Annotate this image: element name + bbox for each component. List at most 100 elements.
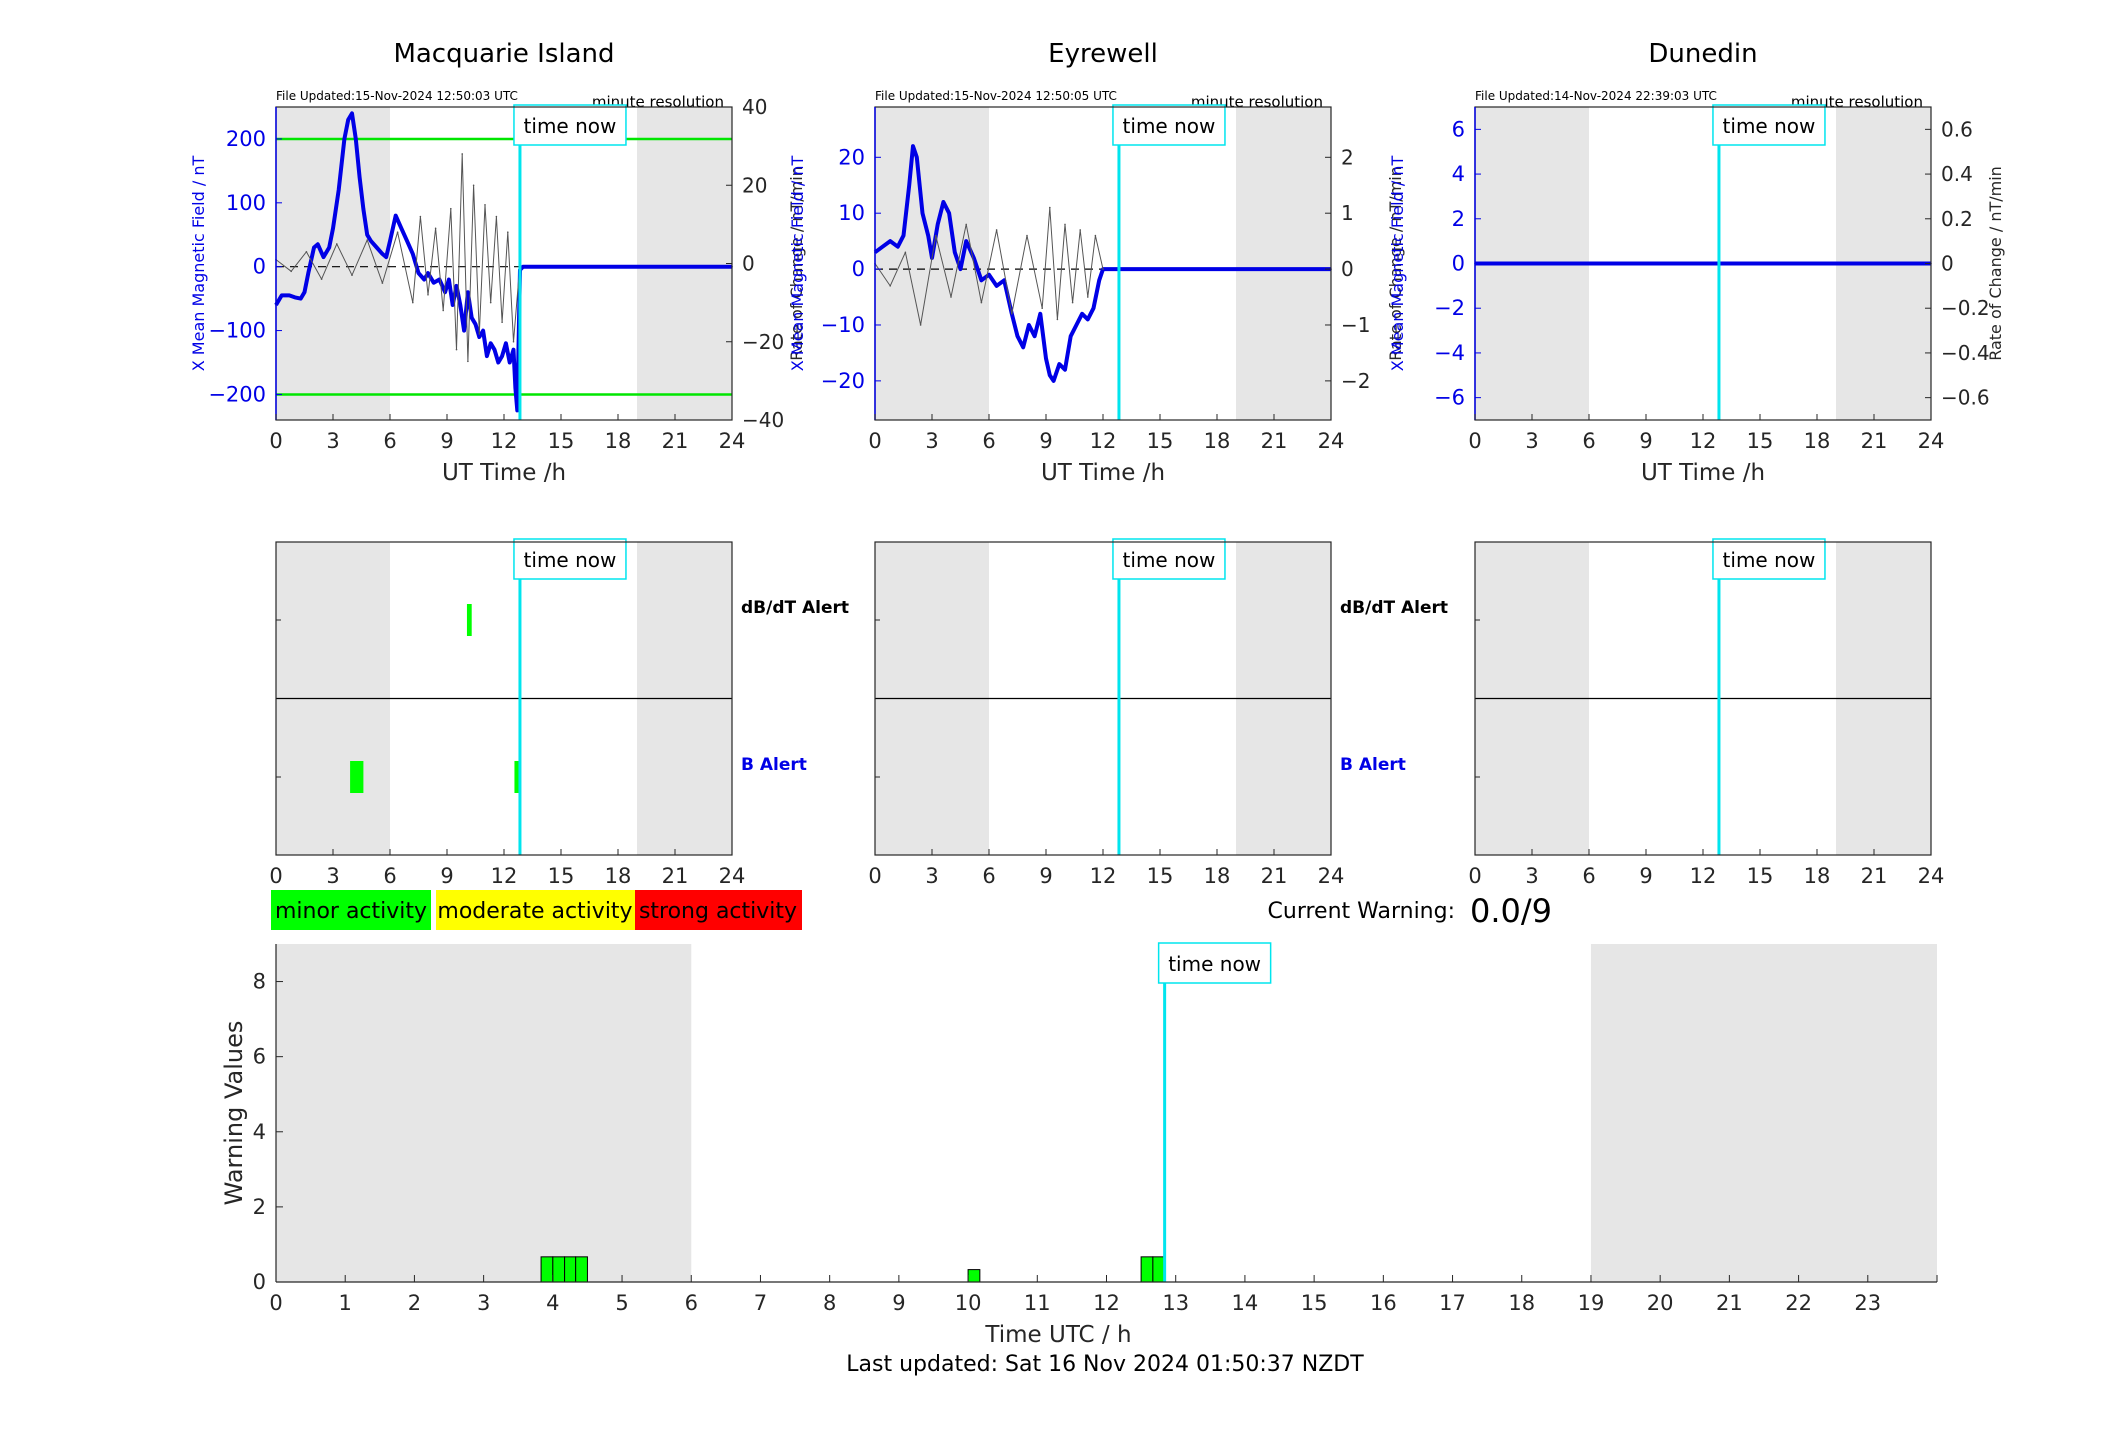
field-point	[489, 342, 492, 345]
x-tick-label: 24	[1318, 864, 1345, 888]
rate-point	[1087, 296, 1089, 298]
field-point	[505, 342, 507, 345]
field-point	[1033, 335, 1036, 337]
field-point	[366, 233, 369, 236]
field-point	[973, 257, 975, 259]
field-point	[459, 304, 462, 306]
x-tick-label: 3	[925, 864, 938, 888]
x-tick-label: 15	[1301, 1291, 1328, 1315]
rate-point	[290, 270, 293, 273]
x-tick-label: 14	[1232, 1291, 1259, 1315]
y2-tick-label: 2	[1341, 145, 1354, 169]
field-point	[897, 245, 899, 248]
rate-point	[461, 153, 464, 155]
warning-bar	[1140, 1256, 1154, 1283]
rate-of-change-line	[874, 207, 1104, 326]
y-tick-label: 4	[253, 1120, 266, 1144]
field-point	[317, 243, 319, 246]
x-tick-label: 17	[1439, 1291, 1466, 1315]
y-tick-label: 2	[253, 1195, 266, 1219]
field-point	[512, 348, 515, 351]
y2-tick-label: 0	[742, 252, 755, 276]
y2-tick-label: 0.2	[1941, 207, 1973, 231]
y-tick-label: 6	[253, 1045, 266, 1069]
rate-point	[980, 301, 983, 304]
x-axis-label: UT Time /h	[1041, 460, 1165, 486]
rate-point	[455, 348, 458, 351]
left-axis-label: X Mean Magnetic Field / nT	[788, 156, 807, 372]
x-tick-label: 15	[548, 864, 575, 888]
field-point	[381, 253, 384, 255]
legend-strong-swatch	[635, 890, 802, 930]
x-tick-label: 21	[1861, 429, 1888, 453]
y-tick-label: 8	[253, 970, 266, 994]
night-shading	[1590, 944, 1937, 1282]
legend-moderate-label: moderate activity	[437, 899, 632, 924]
activity-legend: minor activity moderate activity strong …	[271, 890, 802, 930]
y-tick-label: 100	[226, 191, 266, 215]
x-tick-label: 9	[440, 429, 453, 453]
rate-point	[351, 274, 353, 277]
field-point	[1003, 279, 1005, 282]
field-point	[965, 240, 967, 242]
field-point	[351, 112, 353, 115]
y2-tick-label: −40	[742, 408, 784, 432]
field-point	[1049, 374, 1051, 377]
field-point	[501, 355, 503, 357]
rate-point	[484, 204, 486, 206]
x-tick-label: 9	[1639, 429, 1652, 453]
b-alert-label: B Alert	[741, 755, 807, 775]
y-tick-label: −6	[1434, 386, 1465, 410]
rate-point	[904, 251, 907, 254]
x-tick-label: 7	[754, 1291, 767, 1315]
field-point	[1052, 380, 1055, 382]
alert-panel: time now 0 3 6 9 12 15 18 21 24 dB/dT Alert B Alert	[269, 538, 849, 888]
time-now-label: time now	[1723, 114, 1816, 138]
x-tick-label: 15	[1747, 429, 1774, 453]
file-updated-label: File Updated:14-Nov-2024 22:39:03 UTC	[1475, 89, 1717, 103]
x-axis-label: UT Time /h	[1641, 460, 1765, 486]
field-point	[375, 246, 378, 249]
x-tick-label: 6	[383, 864, 396, 888]
rate-point	[381, 282, 384, 284]
y2-tick-label: −20	[742, 330, 784, 354]
x-tick-label: 3	[326, 429, 339, 453]
field-point	[1069, 335, 1072, 337]
x-tick-label: 20	[1647, 1291, 1674, 1315]
y2-tick-label: 0.6	[1941, 117, 1973, 141]
field-point	[486, 355, 488, 357]
field-point	[337, 189, 340, 191]
rate-point	[472, 184, 475, 187]
rate-point	[1094, 234, 1097, 237]
warning-bar	[564, 1256, 577, 1283]
field-point	[927, 234, 929, 237]
field-point	[1064, 368, 1066, 371]
x-tick-label: 6	[982, 429, 995, 453]
field-point	[478, 336, 481, 338]
rate-point	[1041, 307, 1043, 310]
field-point	[908, 184, 910, 187]
field-point	[355, 138, 357, 140]
magnetic-field-line	[274, 111, 732, 413]
field-point	[448, 278, 450, 281]
x-tick-label: 3	[925, 429, 938, 453]
field-point	[912, 145, 914, 147]
field-point	[1022, 346, 1024, 349]
field-point	[427, 272, 429, 274]
field-point	[1045, 357, 1047, 360]
field-point	[497, 361, 500, 364]
field-point	[394, 214, 397, 217]
field-point	[516, 409, 519, 412]
x-tick-label: 3	[326, 864, 339, 888]
x-tick-label: 12	[491, 864, 518, 888]
x-tick-label: 18	[605, 429, 632, 453]
x-tick-label: 9	[1039, 864, 1052, 888]
field-point	[936, 223, 939, 226]
x-tick-label: 3	[477, 1291, 490, 1315]
rate-point	[434, 227, 437, 230]
x-tick-label: 21	[662, 429, 689, 453]
x-axis-label: UT Time /h	[442, 460, 566, 486]
y-tick-label: −20	[821, 369, 865, 393]
rate-point	[478, 333, 481, 335]
